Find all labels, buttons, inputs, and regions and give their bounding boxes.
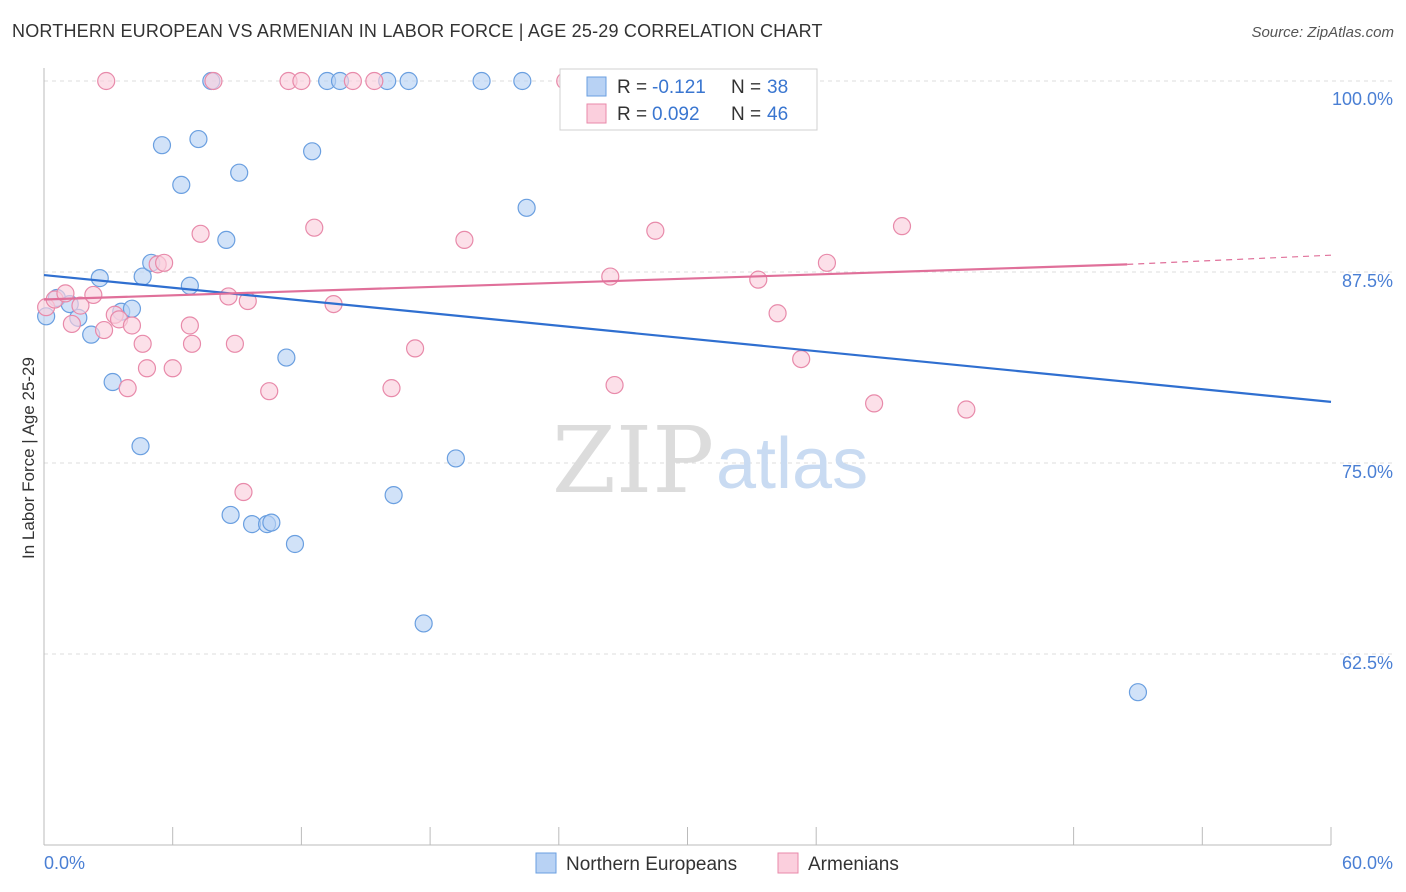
legend-n-value-2: 46 bbox=[767, 104, 788, 125]
northern-european-point bbox=[414, 614, 433, 633]
armenian-point bbox=[62, 314, 81, 334]
armenian-point bbox=[865, 394, 884, 413]
legend-r-label-2: R = bbox=[617, 104, 647, 125]
armenian-point bbox=[71, 296, 90, 315]
armenian-trend-line bbox=[43, 263, 1128, 301]
northern-european-point bbox=[513, 71, 532, 91]
armenian-point bbox=[137, 359, 157, 378]
watermark-atlas: atlas bbox=[716, 424, 868, 504]
northern-european-point bbox=[1128, 683, 1148, 702]
grid-lines bbox=[44, 80, 1392, 655]
armenian-point bbox=[97, 71, 116, 91]
armenian-point bbox=[343, 71, 362, 91]
legend-swatch-armenians bbox=[586, 103, 607, 124]
northern-european-point bbox=[180, 276, 199, 295]
chart-source: Source: ZipAtlas.com bbox=[1251, 24, 1394, 41]
northern-european-point bbox=[152, 136, 172, 155]
northern-european-point bbox=[446, 449, 465, 468]
x-tick-label: 0.0% bbox=[44, 853, 85, 873]
northern-european-point bbox=[131, 437, 150, 456]
trend-lines bbox=[43, 254, 1332, 403]
northern-european-point bbox=[399, 71, 418, 91]
armenian-point bbox=[84, 285, 103, 305]
armenian-point bbox=[749, 270, 768, 289]
northern-european-point bbox=[217, 230, 236, 250]
x-ticks: 0.0% 60.0% bbox=[43, 827, 1393, 873]
legend-n-value-1: 38 bbox=[767, 77, 788, 98]
armenian-point bbox=[260, 382, 279, 401]
northern-european-point bbox=[384, 485, 403, 505]
armenian-point bbox=[305, 218, 324, 237]
armenian-point bbox=[234, 482, 253, 502]
armenian-point bbox=[605, 375, 624, 395]
legend-r-value-2: 0.092 bbox=[652, 104, 700, 125]
armenian-point bbox=[155, 253, 174, 272]
armenian-point bbox=[204, 71, 223, 91]
northern-european-point bbox=[90, 269, 109, 288]
armenian-point bbox=[365, 71, 384, 91]
chart-title: NORTHERN EUROPEAN VS ARMENIAN IN LABOR F… bbox=[12, 21, 823, 41]
armenian-point bbox=[163, 359, 182, 378]
northern-european-point bbox=[230, 163, 249, 182]
northern-european-point bbox=[472, 71, 491, 91]
armenian-trend-line-extension bbox=[1127, 254, 1332, 265]
armenian-point bbox=[191, 224, 210, 243]
legend-n-label-1: N = bbox=[731, 77, 761, 98]
northern-european-point bbox=[277, 348, 296, 367]
armenian-point bbox=[225, 334, 245, 353]
northern-european-point bbox=[303, 142, 322, 161]
legend-n-label-2: N = bbox=[731, 104, 761, 125]
y-axis-label: In Labor Force | Age 25-29 bbox=[19, 357, 38, 559]
armenian-point bbox=[405, 339, 425, 358]
bottom-legend-swatch-northern-europeans bbox=[535, 852, 557, 874]
armenian-point bbox=[768, 304, 787, 323]
northern-european-point bbox=[189, 129, 208, 149]
armenian-point bbox=[118, 379, 137, 398]
armenian-point bbox=[601, 267, 620, 286]
northern-european-point bbox=[221, 505, 240, 525]
data-points bbox=[37, 71, 1148, 702]
legend-r-label-1: R = bbox=[617, 77, 647, 98]
armenian-point bbox=[133, 334, 152, 353]
y-tick-label: 87.5% bbox=[1342, 271, 1393, 291]
y-tick-labels: 62.5% 75.0% 87.5% 100.0% bbox=[1332, 89, 1393, 673]
northern-european-point bbox=[262, 513, 281, 532]
armenian-point bbox=[382, 379, 401, 398]
bottom-legend: Northern Europeans Armenians bbox=[535, 852, 899, 875]
watermark-zip: ZIP bbox=[552, 407, 714, 514]
armenian-point bbox=[817, 253, 837, 272]
armenian-point bbox=[182, 334, 202, 353]
bottom-legend-label-armenians: Armenians bbox=[808, 854, 899, 875]
armenian-point bbox=[122, 316, 142, 335]
bottom-legend-swatch-armenians bbox=[777, 852, 799, 874]
x-tick-label: 60.0% bbox=[1342, 853, 1393, 873]
armenian-point bbox=[892, 217, 912, 236]
legend-swatch-northern-europeans bbox=[586, 76, 607, 97]
northern-european-trend-line bbox=[43, 273, 1332, 403]
armenian-point bbox=[219, 287, 238, 306]
armenian-point bbox=[94, 320, 114, 340]
armenian-point bbox=[646, 221, 665, 240]
armenian-point bbox=[455, 230, 474, 250]
armenian-point bbox=[957, 400, 976, 419]
armenian-point bbox=[180, 316, 199, 335]
armenian-point bbox=[292, 71, 311, 91]
y-tick-label: 75.0% bbox=[1342, 462, 1393, 482]
northern-european-point bbox=[172, 175, 191, 195]
armenian-point bbox=[792, 349, 811, 369]
y-tick-label: 100.0% bbox=[1332, 89, 1393, 109]
legend-r-value-1: -0.121 bbox=[652, 77, 706, 98]
legend-box: R = -0.121 N = 38 R = 0.092 N = 46 bbox=[559, 68, 818, 131]
y-tick-label: 62.5% bbox=[1342, 653, 1393, 673]
northern-european-point bbox=[517, 198, 536, 217]
bottom-legend-label-northern-europeans: Northern Europeans bbox=[566, 854, 737, 875]
northern-european-point bbox=[285, 534, 305, 554]
watermark: ZIP atlas bbox=[552, 407, 868, 514]
